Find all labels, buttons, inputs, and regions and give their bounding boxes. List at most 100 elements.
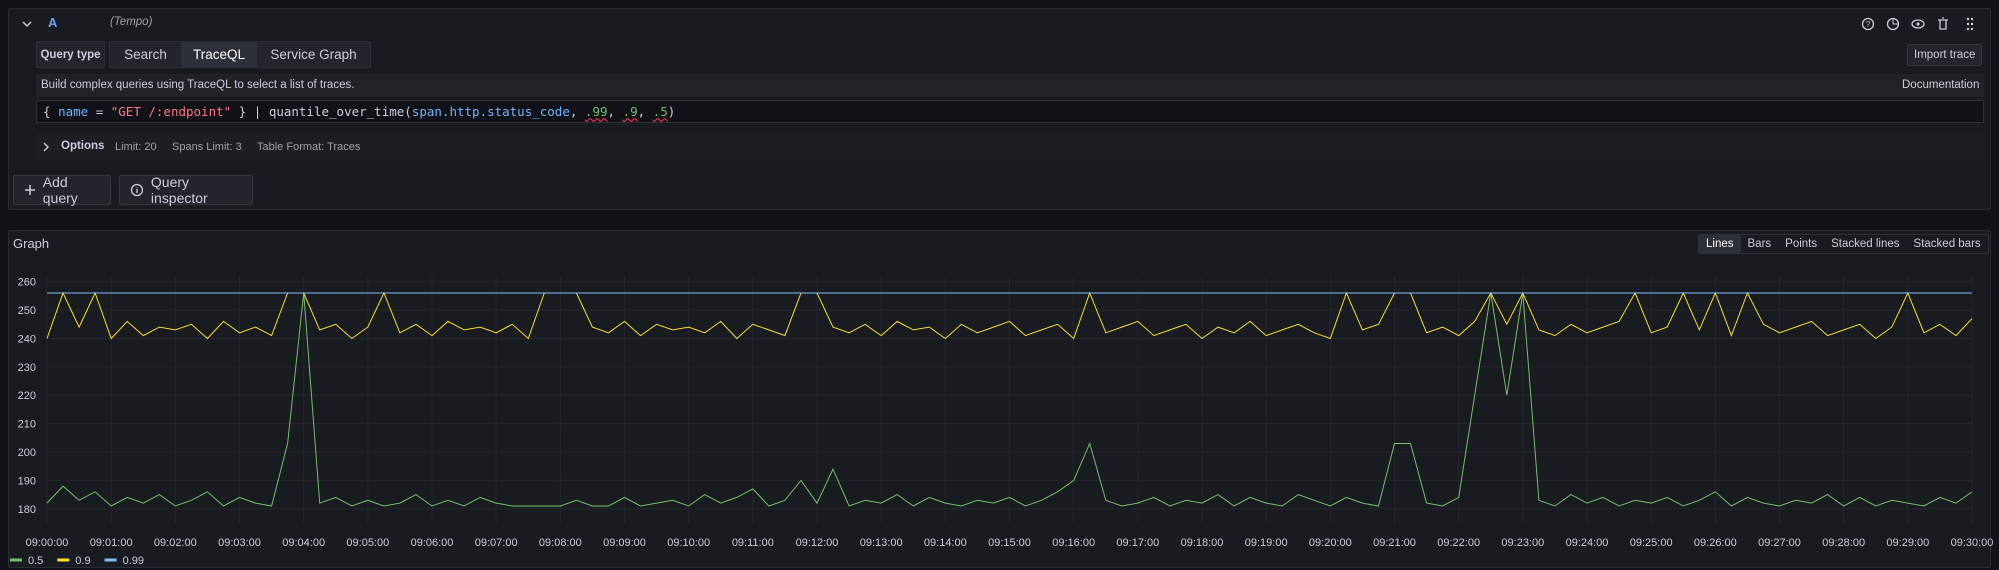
delete-icon[interactable]: [1938, 17, 1948, 30]
x-tick-label: 09:05:00: [346, 537, 389, 549]
description-bar: [36, 74, 1984, 97]
x-tick-label: 09:00:00: [26, 537, 69, 549]
code-token: } |: [231, 104, 269, 119]
x-tick-label: 09:19:00: [1245, 537, 1288, 549]
x-tick-label: 09:01:00: [90, 537, 133, 549]
x-tick-label: 09:27:00: [1758, 537, 1801, 549]
tab-traceql[interactable]: TraceQL: [181, 42, 257, 67]
tab-service-graph[interactable]: Service Graph: [270, 47, 357, 62]
panel-title: Graph: [13, 236, 50, 251]
x-tick-label: 09:14:00: [924, 537, 967, 549]
x-tick-label: 09:12:00: [796, 537, 839, 549]
x-tick-label: 09:21:00: [1373, 537, 1416, 549]
y-tick-label: 190: [18, 475, 36, 487]
x-tick-label: 09:29:00: [1886, 537, 1929, 549]
x-tick-label: 09:26:00: [1694, 537, 1737, 549]
x-tick-label: 09:11:00: [732, 537, 774, 549]
x-tick-label: 09:20:00: [1309, 537, 1352, 549]
code-token: ,: [607, 104, 623, 119]
time-series-chart: 180 190 200 210 220 230 240 250 260 09:00:00 09:01…: [10, 276, 1994, 567]
tab-search[interactable]: Search: [124, 47, 167, 62]
row-actions: ?: [1861, 17, 1974, 31]
x-tick-label: 09:03:00: [218, 537, 261, 549]
help-icon[interactable]: ?: [1861, 17, 1875, 31]
code-token: "GET /:endpoint": [110, 104, 232, 119]
option-item: Table Format: Traces: [257, 141, 361, 153]
x-tick-label: 09:07:00: [475, 537, 518, 549]
x-tick-label: 09:13:00: [860, 537, 903, 549]
import-trace-button[interactable]: Import trace: [1907, 44, 1983, 66]
view-mode-option[interactable]: Bars: [1747, 238, 1772, 250]
drag-handle[interactable]: [1966, 17, 1974, 31]
query-input[interactable]: { name = "GET /:endpoint" } | quantile_o…: [36, 100, 1984, 123]
y-tick-label: 230: [18, 362, 36, 374]
x-tick-label: 09:02:00: [154, 537, 197, 549]
y-tick-label: 220: [18, 390, 36, 402]
plus-icon: [25, 185, 35, 195]
view-mode-option[interactable]: Points: [1785, 238, 1818, 250]
x-tick-label: 09:15:00: [988, 537, 1031, 549]
query-type-label: Query type: [36, 41, 105, 68]
code-token: .9: [622, 104, 638, 119]
x-tick-label: 09:10:00: [667, 537, 710, 549]
code-token: ,: [569, 104, 585, 119]
x-tick-label: 09:22:00: [1437, 537, 1480, 549]
code-token: .5: [652, 104, 668, 119]
duplicate-icon[interactable]: [1886, 17, 1900, 31]
y-tick-label: 260: [18, 277, 36, 289]
ref-id[interactable]: A: [48, 15, 58, 30]
hide-icon[interactable]: [1911, 19, 1925, 29]
series-line: [46, 291, 1973, 340]
x-tick-label: 09:16:00: [1052, 537, 1095, 549]
series-line: [46, 292, 1973, 507]
legend-label: 0.99: [123, 555, 144, 567]
x-tick-label: 09:24:00: [1566, 537, 1609, 549]
x-tick-label: 09:30:00: [1951, 537, 1994, 549]
add-query-button[interactable]: Add query: [13, 174, 111, 206]
x-tick-label: 09:17:00: [1116, 537, 1159, 549]
x-tick-label: 09:28:00: [1822, 537, 1865, 549]
info-icon: [130, 183, 143, 197]
legend-label: 0.5: [28, 555, 43, 567]
x-tick-label: 09:18:00: [1181, 537, 1224, 549]
view-mode-option[interactable]: Stacked lines: [1831, 238, 1900, 250]
x-tick-label: 09:23:00: [1501, 537, 1544, 549]
x-tick-label: 09:09:00: [603, 537, 646, 549]
option-item: Limit: 20: [115, 141, 157, 153]
view-mode-option[interactable]: Stacked bars: [1913, 238, 1981, 250]
button-label: Add query: [42, 174, 78, 206]
option-item: Spans Limit: 3: [172, 141, 242, 153]
view-mode-option[interactable]: Lines: [1699, 235, 1741, 253]
y-tick-label: 200: [18, 447, 36, 459]
x-tick-label: 09:06:00: [411, 537, 454, 549]
code-token: name: [58, 104, 89, 119]
code-token: (: [404, 104, 412, 119]
code-token: {: [43, 104, 59, 119]
code-token: ,: [637, 104, 653, 119]
query-inspector-button[interactable]: Query inspector: [119, 174, 253, 206]
code-token: .99: [584, 104, 608, 119]
query-type-tabs: Search TraceQL Service Graph: [109, 41, 371, 68]
view-mode-toggle: Lines Bars Points Stacked lines Stacked …: [1698, 234, 1989, 254]
code-token: ): [667, 104, 676, 119]
x-tick-label: 09:08:00: [539, 537, 582, 549]
legend-label: 0.9: [75, 555, 90, 567]
datasource-name: (Tempo): [110, 16, 153, 28]
collapse-icon[interactable]: [20, 17, 34, 31]
code-token: =: [88, 104, 111, 119]
y-tick-label: 240: [18, 333, 36, 345]
x-tick-label: 09:25:00: [1630, 537, 1673, 549]
y-tick-label: 180: [18, 504, 36, 516]
button-label: Query inspector: [150, 174, 208, 206]
options-chevron[interactable]: [41, 141, 51, 153]
x-tick-label: 09:04:00: [282, 537, 325, 549]
documentation-link[interactable]: Documentation: [1902, 79, 1980, 91]
svg-text:?: ?: [1866, 20, 1871, 29]
graph-panel: [8, 230, 1991, 568]
options-row[interactable]: [36, 133, 1984, 160]
y-tick-label: 210: [18, 419, 36, 431]
description: Build complex queries using TraceQL to s…: [41, 79, 355, 91]
y-tick-label: 250: [18, 305, 36, 317]
options-label[interactable]: Options: [61, 140, 105, 152]
